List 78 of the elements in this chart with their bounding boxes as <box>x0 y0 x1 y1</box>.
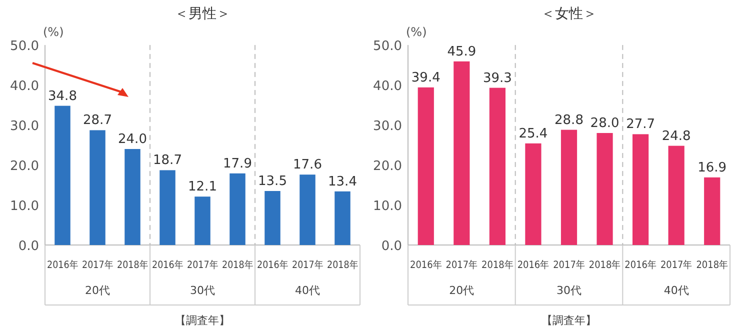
chart-title: ＜男性＞ <box>174 6 230 22</box>
y-tick-label: 0.0 <box>381 239 402 254</box>
x-tick-label: 2017年 <box>187 259 222 271</box>
x-tick-label: 2017年 <box>446 259 482 271</box>
text: 20代 <box>85 284 110 297</box>
data-label: 17.6 <box>293 158 322 173</box>
bar <box>90 130 106 245</box>
x-tick-label: 2016年 <box>257 259 292 271</box>
y-tick-label: 50.0 <box>10 39 39 54</box>
x-tick-label: 2018年 <box>696 259 732 271</box>
x-tick-label: 2016年 <box>47 259 82 271</box>
data-label: 24.0 <box>118 132 147 147</box>
y-tick-label: 0.0 <box>18 239 39 254</box>
y-axis-title: (%) <box>43 25 64 39</box>
y-tick-label: 50.0 <box>373 39 402 54</box>
x-tick-label: 2016年 <box>517 259 553 271</box>
bar <box>124 149 140 245</box>
x-tick-label: 2018年 <box>117 259 152 271</box>
data-label: 12.1 <box>188 180 217 195</box>
x-axis-title: 【調査年】 <box>175 314 230 327</box>
bar <box>194 196 210 245</box>
data-label: 39.4 <box>411 70 440 86</box>
y-tick-label: 20.0 <box>373 159 402 174</box>
x-tick-label: 2018年 <box>482 259 518 271</box>
x-tick-label: 2017年 <box>553 259 589 271</box>
chart-title: ＜女性＞ <box>541 6 597 22</box>
y-axis-title: (%) <box>406 25 427 39</box>
bar <box>334 191 350 245</box>
y-tick-label: 40.0 <box>10 79 39 94</box>
y-tick-label: 40.0 <box>373 79 402 94</box>
data-label: 28.8 <box>554 112 584 128</box>
bar <box>704 177 720 245</box>
data-label: 39.3 <box>482 70 512 86</box>
data-label: 24.8 <box>662 128 691 144</box>
x-tick-label: 2018年 <box>222 259 258 271</box>
bar <box>418 87 434 245</box>
bar <box>596 133 613 245</box>
data-label: 17.9 <box>223 156 252 172</box>
x-tick-label: 2016年 <box>410 259 446 271</box>
bar <box>160 170 176 245</box>
text: 20代 <box>449 284 474 297</box>
data-label: 13.5 <box>258 174 287 189</box>
y-tick-label: 20.0 <box>10 159 39 174</box>
text: 40代 <box>664 284 689 297</box>
bar <box>560 130 578 245</box>
bar <box>230 173 246 245</box>
bar <box>264 191 280 245</box>
data-label: 28.0 <box>590 116 620 131</box>
y-tick-label: 30.0 <box>10 119 39 134</box>
bar <box>489 88 506 245</box>
text: 40代 <box>295 284 320 297</box>
x-tick-label: 2017年 <box>292 259 328 271</box>
data-label: 16.9 <box>698 160 727 176</box>
x-tick-label: 2018年 <box>588 259 624 271</box>
bar <box>54 106 70 245</box>
data-label: 34.8 <box>48 88 77 104</box>
data-label: 28.7 <box>83 113 112 128</box>
x-axis-title: 【調査年】 <box>542 314 596 327</box>
bar <box>632 134 649 245</box>
bar <box>300 174 316 245</box>
data-label: 45.9 <box>447 44 476 60</box>
x-tick-label: 2016年 <box>624 259 660 271</box>
data-label: 18.7 <box>153 153 182 168</box>
x-tick-label: 2017年 <box>660 259 696 271</box>
y-tick-label: 10.0 <box>373 199 402 214</box>
data-label: 25.4 <box>518 126 548 142</box>
x-tick-label: 2018年 <box>327 259 362 271</box>
text: 30代 <box>556 284 582 297</box>
data-label: 13.4 <box>328 174 357 190</box>
data-label: 27.7 <box>626 117 656 132</box>
text: 30代 <box>190 284 215 297</box>
bar <box>668 146 684 245</box>
bar <box>454 61 470 245</box>
x-tick-label: 2016年 <box>152 259 188 271</box>
x-tick-label: 2017年 <box>82 259 118 271</box>
bar <box>525 143 542 245</box>
y-tick-label: 30.0 <box>373 119 402 134</box>
y-tick-label: 10.0 <box>10 199 39 214</box>
